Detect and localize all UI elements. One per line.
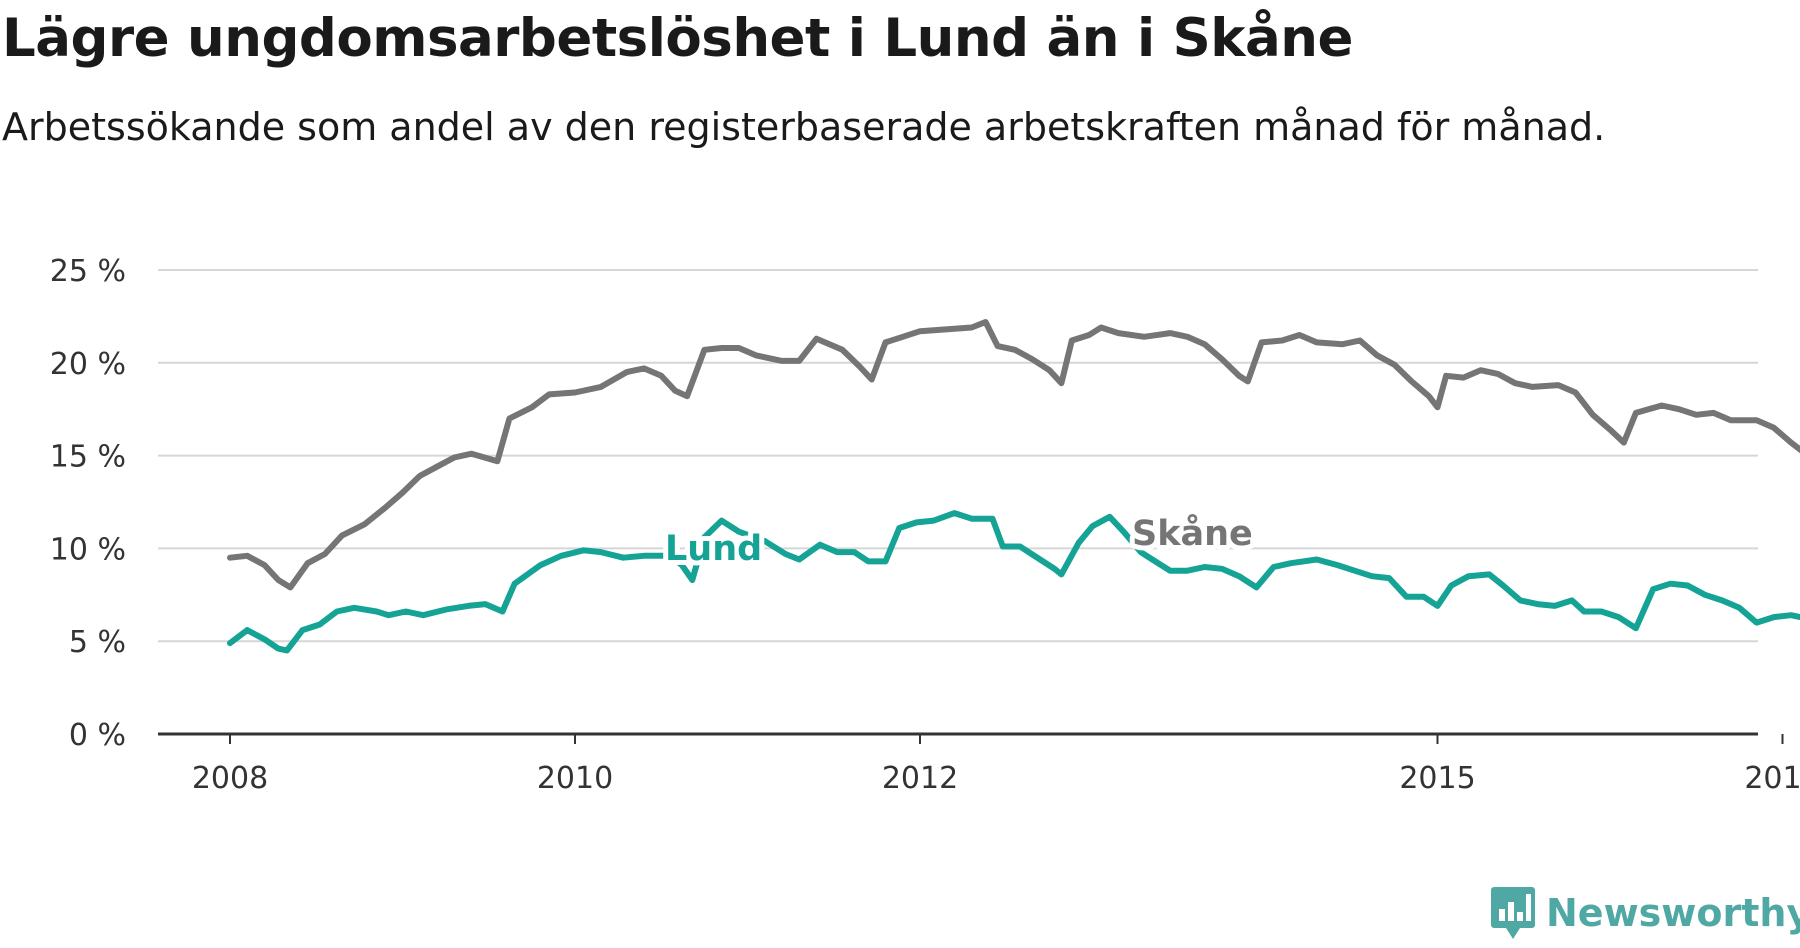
x-tick-label: 2008 bbox=[192, 761, 268, 796]
x-tick-label: 2015 bbox=[1399, 761, 1475, 796]
x-tick-label: 2010 bbox=[537, 761, 613, 796]
series-labels: SkåneLund10,7 %4,8 % bbox=[660, 508, 1258, 574]
newsworthy-logo: Newsworthy bbox=[1490, 885, 1800, 941]
series-label-skane: Skåne bbox=[1132, 513, 1253, 554]
y-tick-label: 25 % bbox=[50, 254, 126, 289]
y-axis-ticks: 0 % 5 % 10 % 15 % 20 % 25 % bbox=[50, 254, 126, 753]
series-label-lund: Lund bbox=[665, 529, 762, 569]
newsworthy-logo-text: Newsworthy bbox=[1546, 891, 1800, 935]
series-lines bbox=[227, 319, 1800, 654]
y-tick-label: 20 % bbox=[50, 347, 126, 382]
x-tick-label: 2012 bbox=[882, 761, 958, 796]
chart-title: Lägre ungdomsarbetslöshet i Lund än i Sk… bbox=[2, 8, 1353, 69]
chart-subtitle: Arbetssökande som andel av den registerb… bbox=[2, 105, 1606, 149]
gridlines bbox=[158, 269, 1758, 643]
x-tick-label: 2017 bbox=[1744, 761, 1800, 796]
series-line-lund bbox=[227, 510, 1800, 654]
y-tick-label: 15 % bbox=[50, 440, 126, 475]
newsworthy-logo-icon bbox=[1491, 887, 1535, 939]
series-line-sk-ne bbox=[227, 319, 1800, 591]
x-axis: 20082010201220152017202020222024 bbox=[158, 732, 1800, 796]
y-tick-label: 10 % bbox=[50, 532, 126, 567]
y-tick-label: 5 % bbox=[69, 625, 126, 660]
y-tick-label: 0 % bbox=[69, 718, 126, 753]
